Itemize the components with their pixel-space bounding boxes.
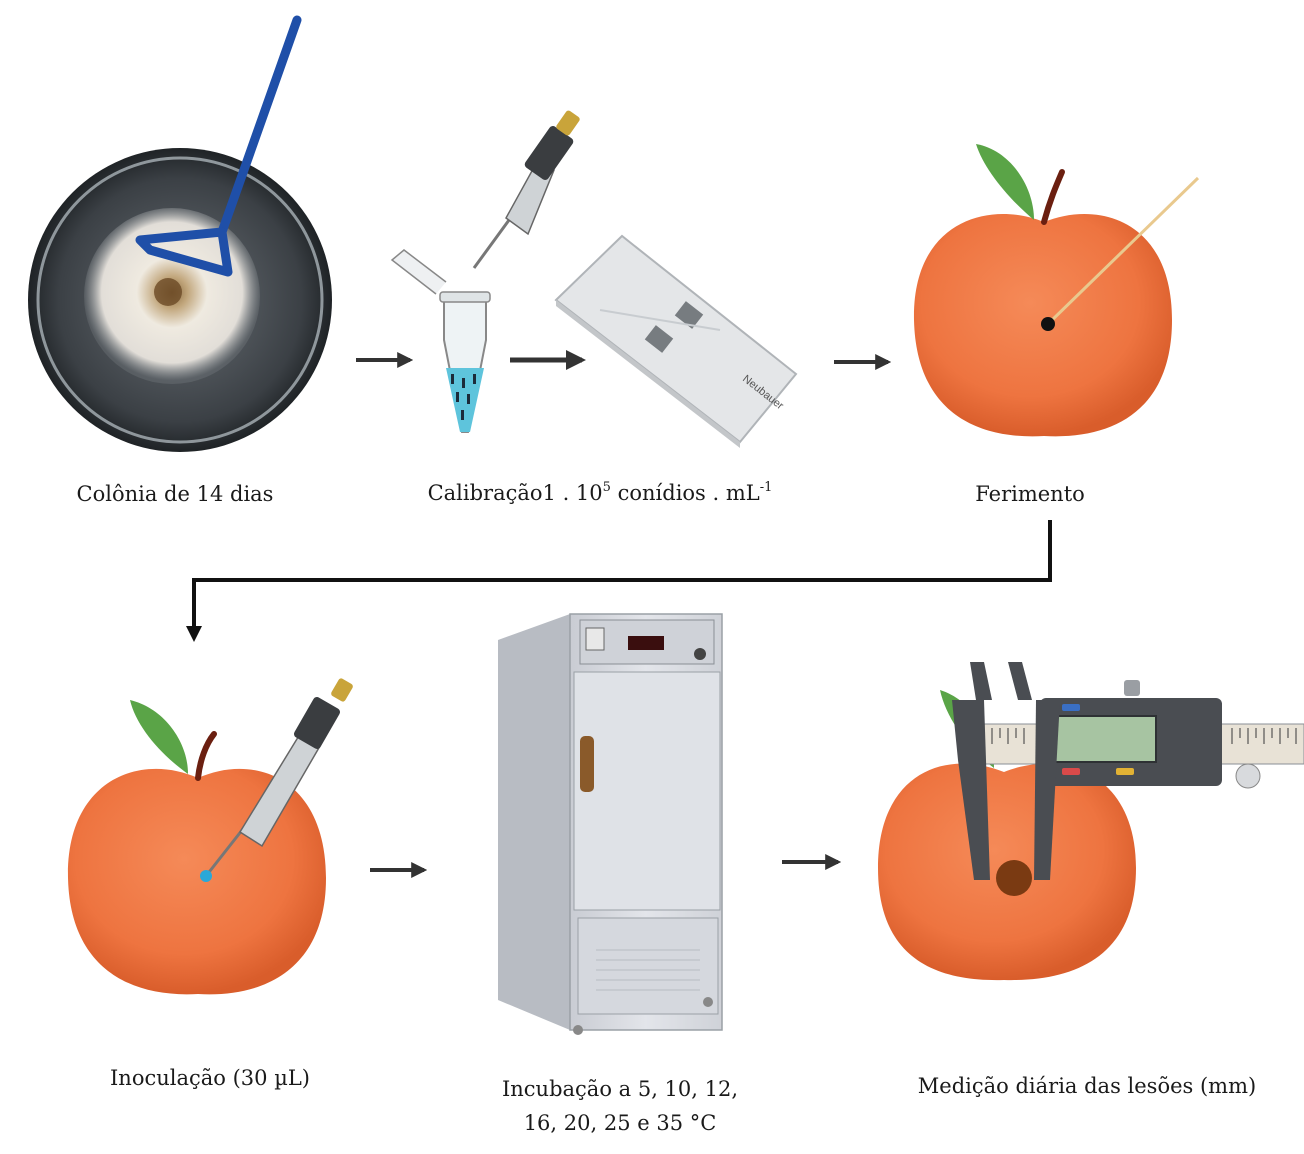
caption-calibracao-mid: conídios . mL — [610, 481, 760, 505]
caption-colonia: Colônia de 14 dias — [60, 482, 290, 506]
micropipette-icon — [472, 110, 580, 269]
caption-ferimento: Ferimento — [930, 482, 1130, 506]
caption-incubacao: Incubação a 5, 10, 12, 16, 20, 25 e 35 °… — [470, 1072, 770, 1140]
caption-inoculacao-text: Inoculação (30 µL) — [110, 1066, 310, 1090]
apple-wound-icon — [913, 144, 1200, 437]
apple-inoculation-icon — [67, 678, 353, 995]
caption-calibracao-main: Calibração1 . 10 — [427, 481, 603, 505]
inoculation-loop-icon — [135, 15, 302, 277]
petri-dish-icon — [28, 148, 332, 452]
caption-calibracao-exponent-2: -1 — [759, 480, 773, 495]
caption-colonia-text: Colônia de 14 dias — [76, 482, 274, 506]
connector-arrow — [192, 520, 1052, 632]
caption-incubacao-line1: Incubação a 5, 10, 12, — [501, 1077, 739, 1101]
connector-arrowhead — [186, 626, 202, 642]
microtube-icon — [390, 249, 491, 433]
caption-ferimento-text: Ferimento — [975, 482, 1085, 506]
neubauer-chamber-icon: Neubauer — [554, 234, 798, 448]
caption-incubacao-line2: 16, 20, 25 e 35 °C — [523, 1111, 717, 1135]
digital-caliper-icon — [952, 662, 1304, 880]
caption-inoculacao: Inoculação (30 µL) — [80, 1066, 340, 1090]
caption-medicao: Medição diária das lesões (mm) — [900, 1074, 1274, 1098]
caption-calibracao-exponent-1: 5 — [602, 480, 611, 495]
caption-medicao-text: Medição diária das lesões (mm) — [917, 1074, 1257, 1098]
incubator-icon — [498, 613, 723, 1035]
caption-calibracao: Calibração1 . 105 conídios . mL-1 — [400, 480, 800, 505]
